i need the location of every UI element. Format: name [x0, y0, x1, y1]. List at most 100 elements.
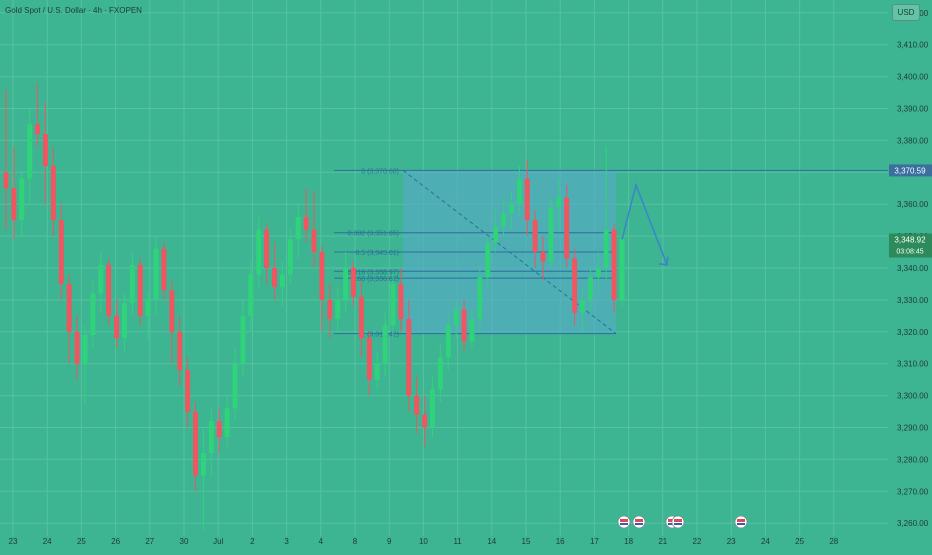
flag-icon-stripe	[674, 519, 682, 522]
candle-body	[193, 411, 198, 476]
x-tick-label: 25	[795, 537, 804, 546]
lightning-icon-stripe	[620, 523, 628, 525]
candle-body	[224, 408, 230, 438]
fib-trend-line	[402, 169, 617, 335]
candle-body	[422, 414, 428, 428]
candle-body	[248, 274, 254, 316]
candle-body	[35, 124, 41, 134]
fib-level-label: 0.5 (3,345.01)	[355, 250, 399, 257]
candle-body	[619, 239, 625, 300]
candle-body	[335, 299, 341, 320]
fib-level-label: 1 (3,319.42)	[361, 332, 399, 339]
x-tick-label: 4	[319, 537, 324, 546]
candle-body	[327, 299, 333, 320]
candle-body	[122, 303, 127, 339]
candle-body	[66, 283, 72, 332]
candle-body	[98, 264, 104, 294]
candle-body	[390, 283, 396, 326]
y-tick-label: 3,290.00	[897, 424, 929, 433]
candle-body	[437, 357, 443, 390]
candle-body	[287, 239, 293, 275]
candle-body	[319, 252, 325, 300]
x-tick-label: 27	[145, 537, 154, 546]
flag-icon	[734, 515, 748, 529]
candle-body	[477, 277, 483, 320]
x-tick-label: 16	[556, 537, 565, 546]
lightning-icon-stripe	[620, 519, 628, 522]
candle-body	[572, 258, 578, 313]
candle-body	[185, 370, 191, 412]
fib-level-label: 0.66 (3,336.82)	[352, 276, 399, 283]
candle-body	[208, 421, 214, 454]
candle-body	[540, 252, 546, 262]
y-tick-label: 3,260.00	[897, 519, 929, 528]
price-tag-text: 3,370.59	[894, 166, 926, 175]
x-tick-label: 15	[522, 537, 531, 546]
candle-body	[485, 242, 491, 278]
candle-body	[374, 363, 380, 380]
x-tick-label: 24	[43, 537, 52, 546]
candle-body	[532, 220, 538, 253]
candle-body	[603, 229, 609, 268]
flag-icon-stripe	[737, 523, 745, 525]
x-tick-label: 23	[9, 537, 18, 546]
y-tick-label: 3,320.00	[897, 328, 929, 337]
candle-body	[153, 248, 159, 300]
candle-body	[295, 216, 301, 240]
fib-level-label: 0.618 (3,338.97)	[348, 269, 399, 276]
price-tag-bg	[889, 233, 932, 258]
symbol-title: Gold Spot / U.S. Dollar · 4h · FXOPEN	[5, 6, 142, 15]
candle-body	[279, 274, 285, 288]
candle-body	[177, 331, 183, 371]
candle-body	[43, 134, 48, 166]
x-tick-label: 24	[761, 537, 770, 546]
fib-level-label: 0 (3,370.60)	[361, 168, 399, 175]
price-tag-text: 3,348.92	[894, 236, 926, 245]
y-tick-label: 3,310.00	[897, 360, 929, 369]
candle-body	[516, 178, 522, 205]
candle-body	[430, 389, 435, 428]
currency-button[interactable]: USD	[892, 4, 920, 21]
candle-body	[82, 335, 88, 364]
candle-body	[358, 296, 364, 339]
candle-body	[366, 338, 372, 380]
candles	[3, 82, 625, 530]
candle-body	[548, 207, 554, 262]
x-tick-label: 18	[624, 537, 633, 546]
candle-body	[501, 213, 506, 227]
candle-body	[256, 229, 262, 275]
y-tick-label: 3,340.00	[897, 264, 929, 273]
price-tag-bg	[889, 164, 932, 177]
grid	[0, 0, 888, 536]
candle-body	[311, 229, 317, 253]
candle-body	[398, 283, 404, 320]
candle-body	[406, 319, 412, 396]
candle-body	[414, 395, 420, 415]
candle-body	[58, 220, 64, 284]
flag-icon	[632, 515, 646, 529]
candle-body	[461, 309, 467, 342]
candle-body	[351, 268, 356, 297]
candle-body	[74, 331, 80, 364]
y-tick-label: 3,390.00	[897, 104, 929, 113]
candle-body	[129, 264, 135, 304]
price-axis: 3,260.00 3,270.00 3,280.00 3,290.00 3,300.00…	[889, 9, 932, 528]
flag-icon	[671, 515, 685, 529]
candle-body	[145, 299, 151, 316]
candle-body	[382, 325, 388, 364]
x-tick-label: 14	[487, 537, 496, 546]
candle-body	[587, 277, 593, 300]
candle-body	[27, 124, 33, 179]
flag-icon-stripe	[674, 523, 682, 525]
x-tick-label: 17	[590, 537, 599, 546]
x-tick-label: 10	[419, 537, 428, 546]
countdown-text: 03:08:45	[896, 249, 923, 256]
lightning-icon	[617, 515, 631, 529]
candle-body	[264, 229, 270, 268]
candle-body	[240, 315, 246, 364]
candle-body	[50, 165, 56, 221]
x-tick-label: 9	[387, 537, 392, 546]
x-tick-label: 11	[453, 537, 462, 546]
